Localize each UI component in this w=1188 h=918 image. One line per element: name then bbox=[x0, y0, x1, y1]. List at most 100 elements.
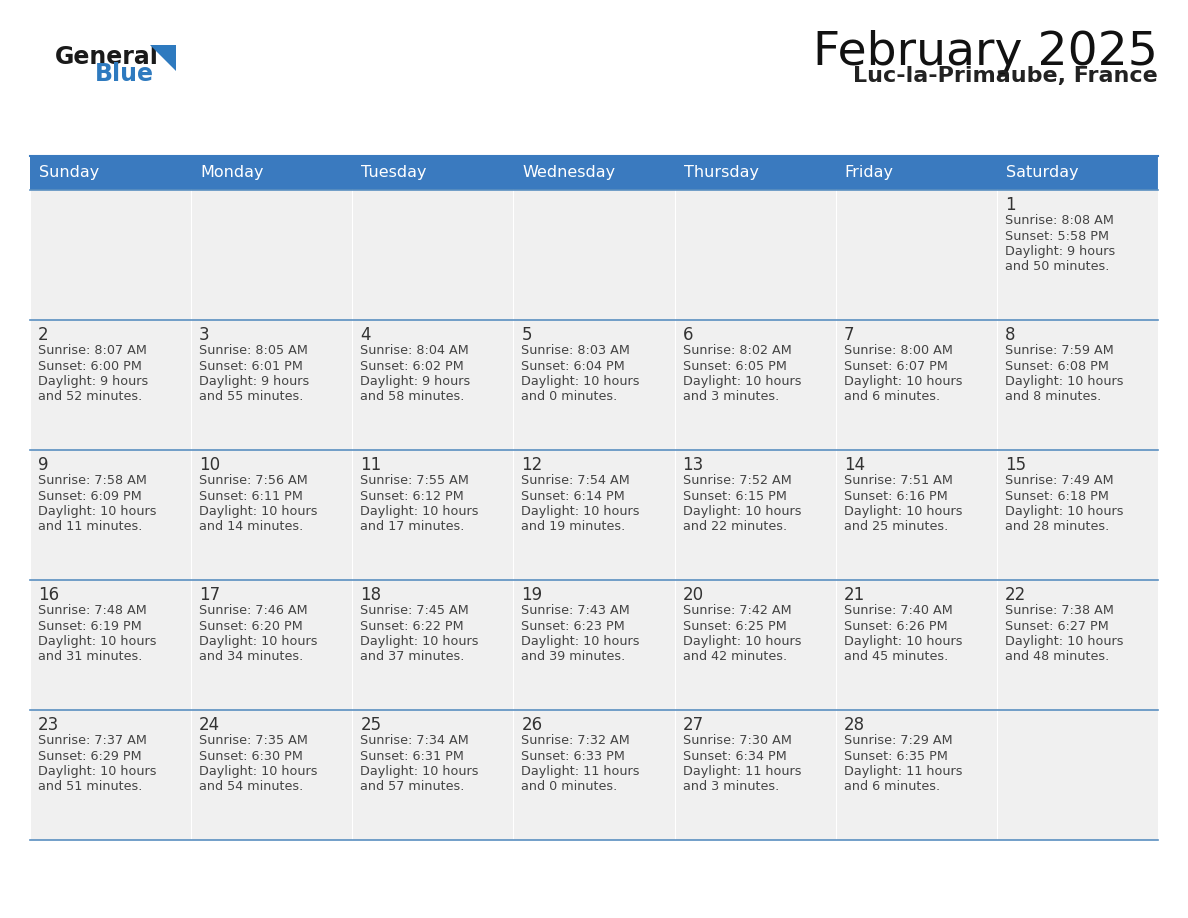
Bar bbox=[675, 320, 835, 450]
Text: and 45 minutes.: and 45 minutes. bbox=[843, 651, 948, 664]
Bar bbox=[835, 320, 997, 450]
Text: Sunrise: 8:04 AM: Sunrise: 8:04 AM bbox=[360, 344, 469, 357]
Text: Sunset: 6:34 PM: Sunset: 6:34 PM bbox=[683, 749, 786, 763]
Text: Sunset: 6:33 PM: Sunset: 6:33 PM bbox=[522, 749, 625, 763]
Text: Sunrise: 7:37 AM: Sunrise: 7:37 AM bbox=[38, 734, 147, 747]
Text: 12: 12 bbox=[522, 456, 543, 474]
Bar bbox=[997, 450, 1158, 580]
Text: 19: 19 bbox=[522, 586, 543, 604]
Bar bbox=[513, 190, 675, 320]
Text: and 31 minutes.: and 31 minutes. bbox=[38, 651, 143, 664]
Bar bbox=[675, 190, 835, 320]
Text: Daylight: 10 hours: Daylight: 10 hours bbox=[360, 765, 479, 778]
Text: Sunrise: 7:42 AM: Sunrise: 7:42 AM bbox=[683, 604, 791, 617]
Bar bbox=[997, 710, 1158, 840]
Text: 6: 6 bbox=[683, 326, 693, 344]
Text: Daylight: 10 hours: Daylight: 10 hours bbox=[38, 765, 157, 778]
Bar bbox=[513, 450, 675, 580]
Text: Sunset: 6:27 PM: Sunset: 6:27 PM bbox=[1005, 620, 1108, 633]
Text: and 8 minutes.: and 8 minutes. bbox=[1005, 390, 1101, 404]
Text: Sunset: 6:31 PM: Sunset: 6:31 PM bbox=[360, 749, 465, 763]
Text: and 11 minutes.: and 11 minutes. bbox=[38, 521, 143, 533]
Text: 8: 8 bbox=[1005, 326, 1016, 344]
Bar bbox=[513, 580, 675, 710]
Text: and 3 minutes.: and 3 minutes. bbox=[683, 390, 779, 404]
Text: Daylight: 10 hours: Daylight: 10 hours bbox=[38, 635, 157, 648]
Text: and 39 minutes.: and 39 minutes. bbox=[522, 651, 626, 664]
Text: Sunset: 6:30 PM: Sunset: 6:30 PM bbox=[200, 749, 303, 763]
Bar bbox=[997, 190, 1158, 320]
Text: Sunrise: 7:35 AM: Sunrise: 7:35 AM bbox=[200, 734, 308, 747]
Text: Sunset: 6:19 PM: Sunset: 6:19 PM bbox=[38, 620, 141, 633]
Text: Daylight: 10 hours: Daylight: 10 hours bbox=[360, 635, 479, 648]
Text: Daylight: 10 hours: Daylight: 10 hours bbox=[683, 375, 801, 388]
Text: 1: 1 bbox=[1005, 196, 1016, 214]
Bar bbox=[997, 320, 1158, 450]
Text: Daylight: 10 hours: Daylight: 10 hours bbox=[38, 505, 157, 518]
Text: Sunrise: 7:34 AM: Sunrise: 7:34 AM bbox=[360, 734, 469, 747]
Text: Daylight: 10 hours: Daylight: 10 hours bbox=[522, 375, 640, 388]
Text: Sunday: Sunday bbox=[39, 165, 100, 181]
Text: Sunrise: 8:03 AM: Sunrise: 8:03 AM bbox=[522, 344, 631, 357]
Bar bbox=[30, 710, 191, 840]
Text: and 42 minutes.: and 42 minutes. bbox=[683, 651, 786, 664]
Text: and 54 minutes.: and 54 minutes. bbox=[200, 780, 303, 793]
Text: Daylight: 10 hours: Daylight: 10 hours bbox=[843, 635, 962, 648]
Text: Sunrise: 7:58 AM: Sunrise: 7:58 AM bbox=[38, 474, 147, 487]
Text: Sunrise: 7:32 AM: Sunrise: 7:32 AM bbox=[522, 734, 630, 747]
Text: Sunrise: 7:54 AM: Sunrise: 7:54 AM bbox=[522, 474, 630, 487]
Text: Blue: Blue bbox=[95, 62, 154, 86]
Text: Daylight: 11 hours: Daylight: 11 hours bbox=[522, 765, 640, 778]
Text: Tuesday: Tuesday bbox=[361, 165, 426, 181]
Text: Monday: Monday bbox=[200, 165, 264, 181]
Bar bbox=[513, 320, 675, 450]
Bar bbox=[353, 710, 513, 840]
Text: 22: 22 bbox=[1005, 586, 1026, 604]
Text: 15: 15 bbox=[1005, 456, 1026, 474]
Text: Sunset: 6:22 PM: Sunset: 6:22 PM bbox=[360, 620, 463, 633]
Text: Sunset: 6:11 PM: Sunset: 6:11 PM bbox=[200, 489, 303, 502]
Text: and 48 minutes.: and 48 minutes. bbox=[1005, 651, 1110, 664]
Bar bbox=[675, 450, 835, 580]
Text: and 0 minutes.: and 0 minutes. bbox=[522, 390, 618, 404]
Text: Daylight: 10 hours: Daylight: 10 hours bbox=[522, 505, 640, 518]
Text: Daylight: 10 hours: Daylight: 10 hours bbox=[200, 765, 317, 778]
Text: 28: 28 bbox=[843, 716, 865, 734]
Bar bbox=[513, 156, 675, 190]
Bar bbox=[835, 710, 997, 840]
Text: 27: 27 bbox=[683, 716, 703, 734]
Text: Daylight: 10 hours: Daylight: 10 hours bbox=[683, 505, 801, 518]
Bar bbox=[997, 580, 1158, 710]
Text: and 17 minutes.: and 17 minutes. bbox=[360, 521, 465, 533]
Text: Sunset: 6:07 PM: Sunset: 6:07 PM bbox=[843, 360, 948, 373]
Text: Daylight: 10 hours: Daylight: 10 hours bbox=[843, 375, 962, 388]
Text: and 0 minutes.: and 0 minutes. bbox=[522, 780, 618, 793]
Text: and 6 minutes.: and 6 minutes. bbox=[843, 390, 940, 404]
Bar bbox=[30, 320, 191, 450]
Text: and 3 minutes.: and 3 minutes. bbox=[683, 780, 779, 793]
Text: and 51 minutes.: and 51 minutes. bbox=[38, 780, 143, 793]
Text: and 28 minutes.: and 28 minutes. bbox=[1005, 521, 1110, 533]
Text: Sunset: 6:18 PM: Sunset: 6:18 PM bbox=[1005, 489, 1108, 502]
Text: Sunset: 6:20 PM: Sunset: 6:20 PM bbox=[200, 620, 303, 633]
Text: Daylight: 9 hours: Daylight: 9 hours bbox=[200, 375, 309, 388]
Bar bbox=[353, 320, 513, 450]
Text: Sunset: 6:29 PM: Sunset: 6:29 PM bbox=[38, 749, 141, 763]
Text: Sunrise: 7:59 AM: Sunrise: 7:59 AM bbox=[1005, 344, 1113, 357]
Text: Daylight: 10 hours: Daylight: 10 hours bbox=[1005, 375, 1124, 388]
Text: Sunrise: 8:07 AM: Sunrise: 8:07 AM bbox=[38, 344, 147, 357]
Text: Daylight: 11 hours: Daylight: 11 hours bbox=[843, 765, 962, 778]
Text: Sunrise: 7:49 AM: Sunrise: 7:49 AM bbox=[1005, 474, 1113, 487]
Text: Sunset: 6:05 PM: Sunset: 6:05 PM bbox=[683, 360, 786, 373]
Bar bbox=[191, 156, 353, 190]
Bar bbox=[353, 190, 513, 320]
Text: Daylight: 11 hours: Daylight: 11 hours bbox=[683, 765, 801, 778]
Text: 5: 5 bbox=[522, 326, 532, 344]
Bar bbox=[353, 580, 513, 710]
Bar bbox=[513, 710, 675, 840]
Text: 23: 23 bbox=[38, 716, 59, 734]
Text: 11: 11 bbox=[360, 456, 381, 474]
Text: Daylight: 9 hours: Daylight: 9 hours bbox=[1005, 245, 1116, 258]
Text: Luc-la-Primaube, France: Luc-la-Primaube, France bbox=[853, 66, 1158, 86]
Text: and 22 minutes.: and 22 minutes. bbox=[683, 521, 786, 533]
